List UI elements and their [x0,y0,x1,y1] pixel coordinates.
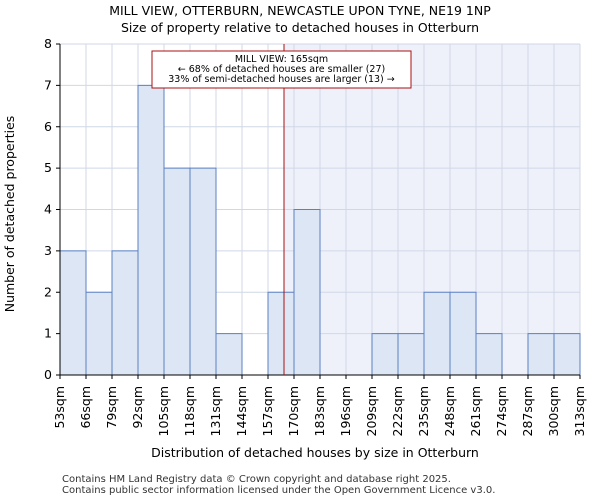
x-tick-label: 66sqm [78,386,93,429]
bar [267,291,295,376]
bar [189,167,217,376]
x-tick-label: 235sqm [416,386,431,436]
x-tick-label: 53sqm [52,386,67,429]
annotation-smaller: ← 68% of detached houses are smaller (27… [178,64,385,75]
y-tick-label: 2 [44,284,52,299]
bar [553,333,581,376]
chart-subtitle: Size of property relative to detached ho… [120,20,480,35]
bar [449,291,477,376]
bar [423,291,451,376]
x-tick-label: 170sqm [286,386,301,436]
y-tick-label: 4 [44,202,52,217]
y-tick-label: 5 [44,160,52,175]
y-tick-label: 7 [44,77,52,92]
y-tick-label: 0 [44,367,52,382]
x-tick-label: 183sqm [312,386,327,436]
x-tick-label: 313sqm [572,386,587,436]
bar [527,333,555,376]
y-tick-label: 3 [44,243,52,258]
x-tick-label: 131sqm [208,386,223,436]
x-tick-label: 196sqm [338,386,353,436]
y-tick-label: 6 [44,119,52,134]
bar [293,209,321,376]
x-tick-label: 118sqm [182,386,197,436]
annotation-title: MILL VIEW: 165sqm [235,54,328,65]
bar [163,167,191,376]
x-tick-label: 287sqm [520,386,535,436]
bar [85,291,113,376]
x-tick-label: 274sqm [494,386,509,436]
bar [215,333,243,376]
y-axis-title: Number of detached properties [2,116,17,313]
bar [475,333,503,376]
x-tick-label: 300sqm [546,386,561,436]
x-tick-label: 157sqm [260,386,275,436]
y-tick-label: 1 [44,326,52,341]
x-tick-label: 92sqm [130,386,145,429]
chart-title: MILL VIEW, OTTERBURN, NEWCASTLE UPON TYN… [109,3,491,18]
x-tick-label: 79sqm [104,386,119,429]
bar [59,250,87,376]
bar [397,333,425,376]
x-tick-label: 144sqm [234,386,249,436]
x-tick-label: 248sqm [442,386,457,436]
bar [111,250,139,376]
x-tick-label: 209sqm [364,386,379,436]
footer-licence: Contains public sector information licen… [62,485,496,496]
x-tick-label: 105sqm [156,386,171,436]
annotation-box [151,50,412,89]
x-tick-label: 261sqm [468,386,483,436]
bar [137,84,165,376]
x-tick-label: 222sqm [390,386,405,436]
footer-copyright: Contains HM Land Registry data © Crown c… [62,474,451,485]
annotation-larger: 33% of semi-detached houses are larger (… [168,74,395,85]
y-tick-label: 8 [44,36,52,51]
x-axis-title: Distribution of detached houses by size … [151,445,479,460]
histogram-chart: 0 1 2 3 4 5 6 7 8 53sqm 66sqm 79sqm 92sqm 105sqm 118sq… [2,36,587,460]
bar [371,333,399,376]
